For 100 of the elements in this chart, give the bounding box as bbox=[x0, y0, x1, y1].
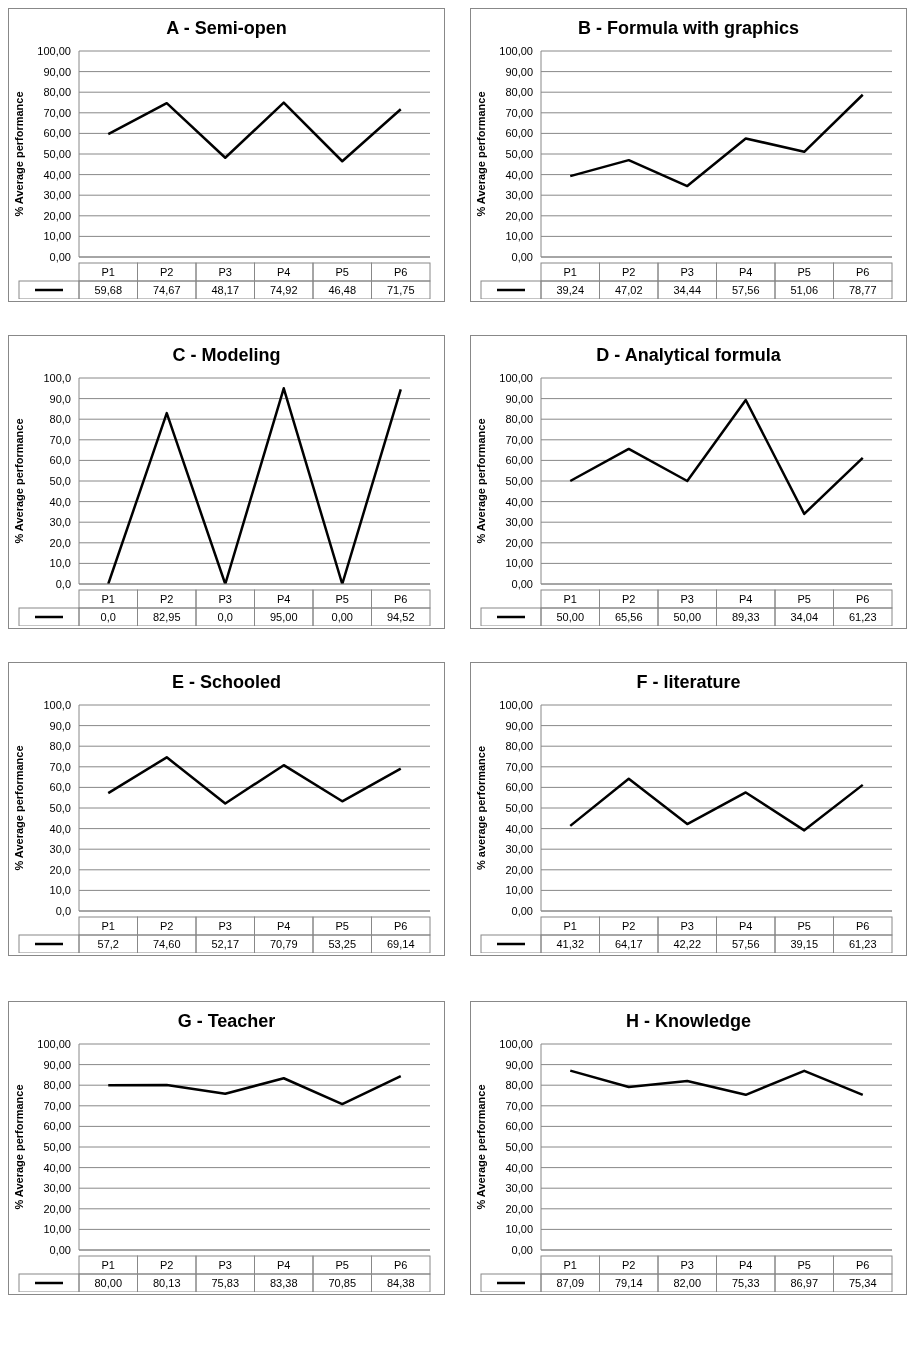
y-tick-label: 80,00 bbox=[505, 413, 533, 426]
y-tick-label: 90,0 bbox=[49, 392, 71, 405]
y-tick-label: 90,00 bbox=[505, 392, 533, 405]
y-axis-title: % Average performance bbox=[12, 1084, 25, 1210]
y-tick-label: 40,0 bbox=[49, 822, 71, 835]
y-tick-label: 20,00 bbox=[505, 1202, 533, 1215]
y-tick-label: 60,00 bbox=[505, 1120, 533, 1133]
data-label: 47,02 bbox=[614, 284, 643, 296]
line-series bbox=[569, 777, 864, 832]
x-tick-label: P3 bbox=[218, 266, 232, 278]
y-tick-label: 60,00 bbox=[43, 127, 71, 140]
y-axis-title: % average performance bbox=[474, 745, 487, 871]
data-label: 83,38 bbox=[269, 1277, 298, 1289]
data-label: 50,00 bbox=[673, 611, 702, 623]
y-tick-label: 80,00 bbox=[505, 1079, 533, 1092]
x-tick-label: P3 bbox=[218, 593, 232, 605]
x-tick-label: P1 bbox=[563, 593, 577, 605]
data-label: 80,13 bbox=[152, 1277, 181, 1289]
y-tick-label: 10,00 bbox=[505, 1223, 533, 1236]
line-series bbox=[107, 101, 402, 163]
y-tick-label: 60,00 bbox=[43, 1120, 71, 1133]
y-tick-label: 10,00 bbox=[505, 230, 533, 243]
x-tick-label: P2 bbox=[622, 266, 636, 278]
y-tick-label: 50,00 bbox=[43, 1140, 71, 1153]
y-tick-label: 80,0 bbox=[49, 740, 71, 753]
chart-title: C - Modeling bbox=[172, 345, 281, 365]
y-tick-label: 90,00 bbox=[505, 65, 533, 78]
y-axis-title: % Average performance bbox=[12, 418, 25, 544]
y-tick-label: 50,0 bbox=[49, 474, 71, 487]
x-tick-label: P6 bbox=[856, 266, 870, 278]
data-label: 51,06 bbox=[790, 284, 819, 296]
y-axis-title: % Average performance bbox=[12, 745, 25, 871]
data-label: 39,24 bbox=[556, 284, 585, 296]
data-label: 34,44 bbox=[673, 284, 702, 296]
x-tick-label: P3 bbox=[680, 1259, 694, 1271]
y-tick-label: 10,00 bbox=[43, 1223, 71, 1236]
y-tick-label: 70,00 bbox=[43, 106, 71, 119]
y-tick-label: 70,00 bbox=[505, 106, 533, 119]
y-tick-label: 20,00 bbox=[505, 536, 533, 549]
data-label: 52,17 bbox=[211, 938, 240, 950]
y-tick-label: 0,00 bbox=[511, 577, 533, 590]
x-tick-label: P6 bbox=[856, 593, 870, 605]
data-label: 70,79 bbox=[269, 938, 298, 950]
y-tick-label: 0,00 bbox=[511, 250, 533, 263]
line-series bbox=[569, 1069, 864, 1097]
x-tick-label: P4 bbox=[277, 1259, 291, 1271]
data-label: 82,00 bbox=[673, 1277, 702, 1289]
y-tick-label: 10,0 bbox=[49, 884, 71, 897]
data-label: 80,00 bbox=[94, 1277, 123, 1289]
x-tick-label: P5 bbox=[335, 593, 349, 605]
y-tick-label: 90,00 bbox=[43, 1058, 71, 1071]
y-tick-label: 20,0 bbox=[49, 536, 71, 549]
data-label: 48,17 bbox=[211, 284, 240, 296]
x-tick-label: P1 bbox=[101, 1259, 115, 1271]
y-tick-label: 80,00 bbox=[505, 740, 533, 753]
x-tick-label: P1 bbox=[101, 593, 115, 605]
x-tick-label: P1 bbox=[101, 920, 115, 932]
data-label: 34,04 bbox=[790, 611, 819, 623]
data-label: 71,75 bbox=[386, 284, 415, 296]
line-series bbox=[569, 93, 864, 188]
y-tick-label: 40,0 bbox=[49, 495, 71, 508]
x-tick-label: P5 bbox=[797, 920, 811, 932]
x-tick-label: P1 bbox=[563, 920, 577, 932]
y-tick-label: 60,0 bbox=[49, 781, 71, 794]
data-label: 75,83 bbox=[211, 1277, 240, 1289]
y-tick-label: 100,00 bbox=[499, 1037, 533, 1050]
y-tick-label: 90,00 bbox=[43, 65, 71, 78]
data-label: 70,85 bbox=[328, 1277, 357, 1289]
y-tick-label: 70,00 bbox=[505, 1099, 533, 1112]
data-label: 57,2 bbox=[97, 938, 119, 950]
y-tick-label: 30,00 bbox=[505, 189, 533, 202]
y-tick-label: 80,00 bbox=[43, 86, 71, 99]
x-tick-label: P2 bbox=[622, 593, 636, 605]
y-tick-label: 100,00 bbox=[37, 1037, 71, 1050]
x-tick-label: P2 bbox=[160, 593, 174, 605]
line-series bbox=[107, 1074, 402, 1106]
data-label: 42,22 bbox=[673, 938, 702, 950]
y-tick-label: 40,00 bbox=[505, 1161, 533, 1174]
x-tick-label: P4 bbox=[739, 1259, 753, 1271]
data-label: 74,67 bbox=[152, 284, 181, 296]
y-tick-label: 0,00 bbox=[511, 904, 533, 917]
y-tick-label: 60,0 bbox=[49, 454, 71, 467]
chart-title: F - literature bbox=[636, 672, 741, 692]
y-tick-label: 0,00 bbox=[49, 1243, 71, 1256]
y-tick-label: 10,00 bbox=[43, 230, 71, 243]
x-tick-label: P6 bbox=[394, 920, 408, 932]
y-tick-label: 40,00 bbox=[43, 168, 71, 181]
data-label: 86,97 bbox=[790, 1277, 819, 1289]
y-tick-label: 0,0 bbox=[55, 577, 71, 590]
y-tick-label: 50,0 bbox=[49, 801, 71, 814]
y-tick-label: 50,00 bbox=[505, 147, 533, 160]
y-tick-label: 30,00 bbox=[505, 843, 533, 856]
x-tick-label: P6 bbox=[856, 920, 870, 932]
x-tick-label: P5 bbox=[335, 1259, 349, 1271]
data-label: 74,92 bbox=[269, 284, 298, 296]
y-tick-label: 10,00 bbox=[505, 557, 533, 570]
x-tick-label: P2 bbox=[622, 1259, 636, 1271]
data-label: 64,17 bbox=[614, 938, 643, 950]
data-label: 75,34 bbox=[848, 1277, 877, 1289]
y-tick-label: 50,00 bbox=[505, 1140, 533, 1153]
